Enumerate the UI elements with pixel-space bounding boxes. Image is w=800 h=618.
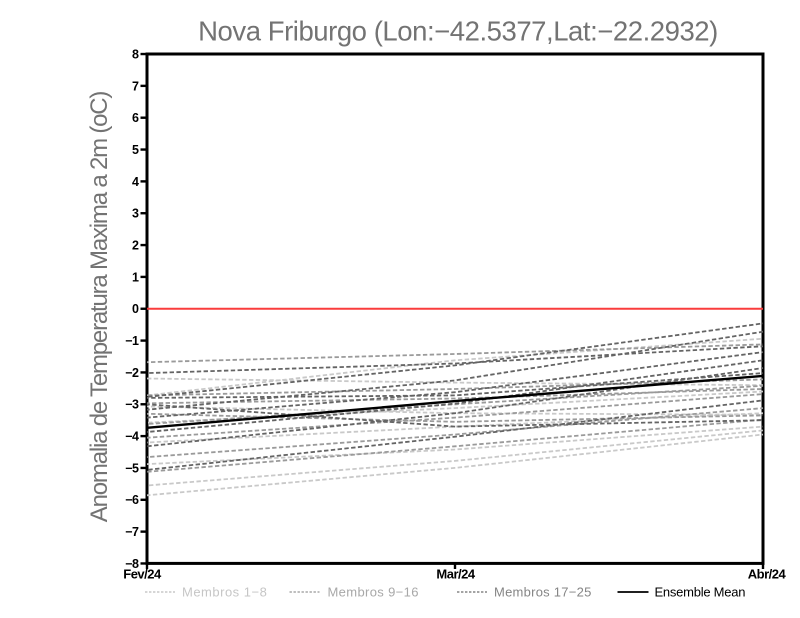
svg-text:5: 5 <box>132 143 139 157</box>
svg-text:Ensemble Mean: Ensemble Mean <box>655 585 746 600</box>
svg-text:8: 8 <box>132 47 139 61</box>
svg-text:2: 2 <box>132 238 139 252</box>
svg-text:1: 1 <box>132 270 139 284</box>
svg-text:−8: −8 <box>125 557 139 571</box>
svg-text:Membros 9−16: Membros 9−16 <box>328 585 419 600</box>
svg-text:Abr/24: Abr/24 <box>748 567 787 582</box>
svg-text:Membros 1−8: Membros 1−8 <box>182 585 267 600</box>
svg-text:−3: −3 <box>125 398 139 412</box>
svg-text:−4: −4 <box>125 430 139 444</box>
svg-text:−6: −6 <box>125 493 139 507</box>
svg-text:−5: −5 <box>125 461 139 475</box>
svg-text:6: 6 <box>132 111 139 125</box>
svg-text:Fev/24: Fev/24 <box>123 567 162 582</box>
svg-text:Anomalia de Temperatura Maxima: Anomalia de Temperatura Maxima a 2m (oC) <box>86 92 113 523</box>
svg-text:−2: −2 <box>125 366 139 380</box>
svg-text:0: 0 <box>132 302 139 316</box>
svg-text:Membros 17−25: Membros 17−25 <box>494 585 592 600</box>
svg-text:3: 3 <box>132 207 139 221</box>
svg-text:4: 4 <box>132 175 139 189</box>
svg-text:Nova Friburgo (Lon:−42.5377,La: Nova Friburgo (Lon:−42.5377,Lat:−22.2932… <box>198 16 718 47</box>
svg-text:7: 7 <box>132 79 139 93</box>
svg-text:Mar/24: Mar/24 <box>436 567 475 582</box>
svg-text:−7: −7 <box>125 525 139 539</box>
svg-text:−1: −1 <box>125 334 139 348</box>
